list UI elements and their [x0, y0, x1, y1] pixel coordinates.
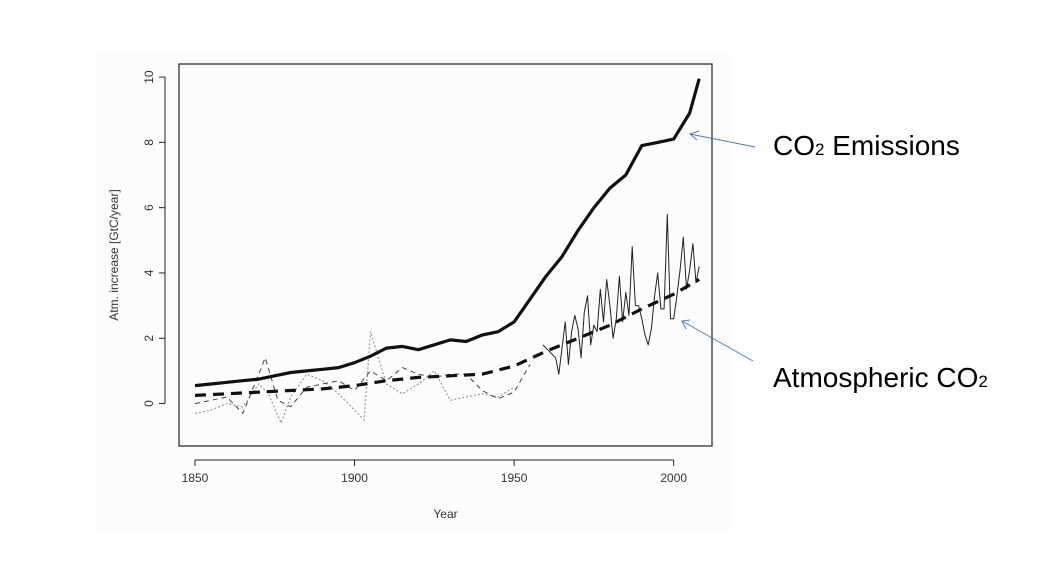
- emissions-arrow-head: [689, 130, 700, 141]
- atmospheric-annotation-text: Atmospheric CO: [773, 362, 979, 393]
- atmos-arrow-head: [681, 319, 691, 330]
- x-tick-label: 2000: [660, 471, 687, 485]
- atmospheric-annotation: Atmospheric CO2: [773, 362, 988, 394]
- y-tick-label: 4: [142, 269, 156, 276]
- y-tick-label: 0: [142, 400, 156, 407]
- y-axis: 0 2 4 6 8 10: [142, 70, 166, 407]
- atmos-arrow-line: [681, 320, 754, 362]
- emissions-arrow-line: [689, 133, 756, 148]
- atmos-arrow: [681, 319, 754, 362]
- emissions-annotation-sub: 2: [815, 140, 825, 159]
- emissions-annotation: CO2 Emissions: [773, 130, 960, 162]
- y-tick-label: 6: [142, 204, 156, 211]
- series-line-1: [194, 278, 700, 397]
- plot-frame: [178, 63, 713, 447]
- emissions-annotation-text: CO: [773, 130, 815, 161]
- x-tick-label: 1900: [341, 471, 368, 485]
- y-tick-label: 8: [142, 139, 156, 146]
- emissions-annotation-rest: Emissions: [824, 130, 960, 161]
- y-tick-label: 10: [142, 70, 156, 84]
- x-tick-label: 1850: [182, 471, 209, 485]
- x-tick-label: 1950: [501, 471, 528, 485]
- atmospheric-annotation-sub: 2: [978, 372, 988, 391]
- chart-background: [95, 50, 730, 530]
- y-axis-label: Atm. increase [GtC/year]: [107, 189, 121, 320]
- series-layer: [194, 78, 701, 425]
- x-axis: 1850 1900 1950 2000: [182, 459, 687, 485]
- x-axis-label: Year: [433, 507, 457, 521]
- y-tick-label: 2: [142, 335, 156, 342]
- series-line-0: [194, 78, 701, 388]
- emissions-arrow: [689, 130, 756, 148]
- series-line-2: [542, 213, 700, 375]
- series-line-4: [194, 356, 531, 415]
